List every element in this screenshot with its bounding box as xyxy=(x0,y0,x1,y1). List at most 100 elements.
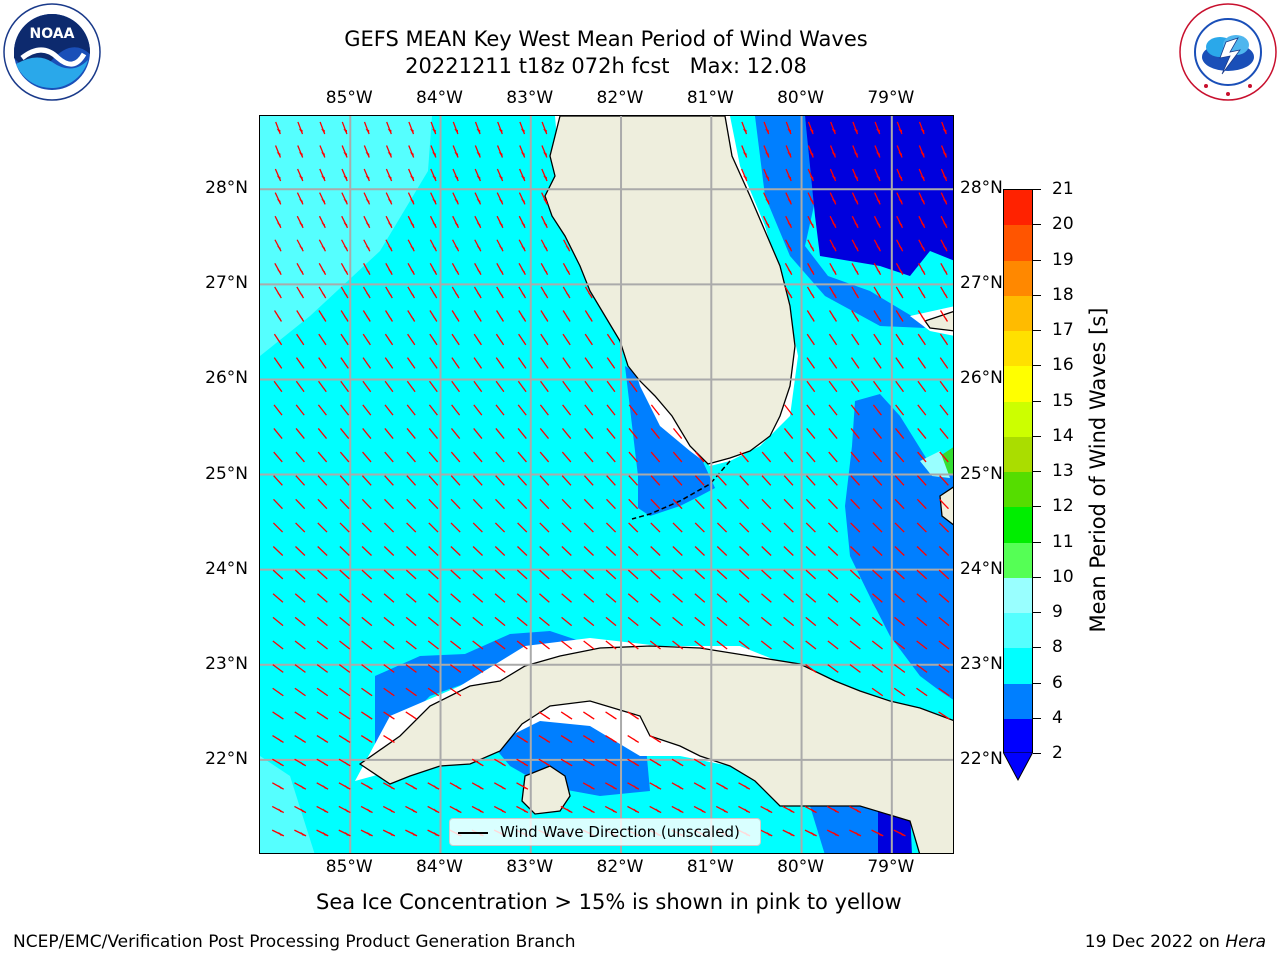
wind-wave-arrow xyxy=(649,640,661,650)
wind-wave-arrow xyxy=(274,239,282,252)
wind-wave-arrow xyxy=(449,782,462,790)
colorbar-swatch xyxy=(1004,542,1032,578)
wind-wave-arrow xyxy=(495,475,505,486)
nws-logo xyxy=(1178,2,1278,102)
wind-wave-arrow xyxy=(294,711,306,720)
wind-wave-arrow xyxy=(362,380,372,393)
wind-wave-arrow xyxy=(339,475,350,486)
wind-wave-arrow xyxy=(893,687,906,697)
wind-wave-arrow xyxy=(406,522,417,533)
wind-wave-arrow xyxy=(295,498,306,510)
wind-wave-arrow xyxy=(738,569,750,580)
wind-wave-arrow xyxy=(939,498,949,510)
colorbar-level-label: 12 xyxy=(1052,496,1074,517)
wind-wave-arrow xyxy=(539,593,550,603)
wind-wave-arrow xyxy=(738,782,751,790)
wind-wave-arrow xyxy=(338,734,351,744)
noaa-logo: NOAA xyxy=(2,2,102,102)
wind-wave-arrow xyxy=(294,664,306,673)
title-line-1: GEFS MEAN Key West Mean Period of Wind W… xyxy=(344,27,868,51)
wind-wave-arrow xyxy=(805,593,817,603)
wind-wave-arrow xyxy=(452,215,460,229)
wind-wave-arrow xyxy=(408,121,415,135)
wind-wave-arrow xyxy=(940,192,948,205)
wind-wave-arrow xyxy=(429,263,438,275)
florida-keys xyxy=(631,460,731,520)
wind-wave-arrow xyxy=(627,593,639,603)
wind-wave-arrow xyxy=(273,498,283,510)
wind-wave-arrow xyxy=(382,805,396,814)
wind-wave-arrow xyxy=(871,640,883,650)
wind-wave-arrow xyxy=(918,215,926,229)
wind-wave-arrow xyxy=(806,451,816,463)
wind-wave-arrow xyxy=(496,239,504,252)
wind-wave-arrow xyxy=(827,569,839,580)
colorbar-swatch xyxy=(1004,683,1032,719)
wind-wave-arrow xyxy=(452,145,459,158)
wind-wave-arrow xyxy=(784,404,794,416)
wind-wave-arrow xyxy=(649,758,662,767)
wind-wave-arrow xyxy=(763,192,770,205)
wind-wave-arrow xyxy=(495,333,505,346)
wind-wave-arrow xyxy=(428,522,439,533)
wind-wave-arrow xyxy=(274,168,282,182)
wind-wave-arrow xyxy=(362,357,372,369)
wind-wave-arrow xyxy=(472,569,484,580)
wind-wave-arrow xyxy=(405,829,418,837)
wind-wave-arrow xyxy=(318,239,327,252)
wind-wave-arrow xyxy=(605,593,617,603)
wind-wave-arrow xyxy=(628,475,639,486)
wind-wave-arrow xyxy=(519,168,526,182)
wind-wave-arrow xyxy=(827,640,839,650)
wind-wave-arrow xyxy=(407,310,416,322)
wind-wave-arrow xyxy=(274,192,282,205)
wind-wave-arrow xyxy=(518,263,526,275)
wind-wave-arrow xyxy=(716,782,728,790)
colorbar-level-label: 17 xyxy=(1052,320,1074,340)
wind-wave-arrow xyxy=(361,475,372,486)
wind-wave-arrow xyxy=(318,380,327,393)
wind-wave-arrow xyxy=(429,239,438,252)
wind-wave-arrow xyxy=(606,357,616,369)
wind-wave-arrow xyxy=(872,404,882,416)
wind-wave-arrow xyxy=(760,616,772,627)
wind-wave-arrow xyxy=(894,475,905,486)
lon-tick-bottom: 80°W xyxy=(777,857,825,877)
wind-wave-arrow xyxy=(450,616,462,627)
lon-tick-bottom: 85°W xyxy=(325,857,373,877)
wind-wave-arrow xyxy=(918,263,926,275)
wind-wave-arrow xyxy=(450,522,461,533)
wind-wave-arrow xyxy=(316,687,329,697)
wind-wave-arrow xyxy=(893,664,906,673)
wind-wave-arrow xyxy=(474,168,481,182)
wind-wave-arrow xyxy=(874,145,881,158)
wind-wave-arrow xyxy=(871,829,884,837)
lat-tick-right: 27°N xyxy=(960,273,1003,294)
wind-wave-arrow xyxy=(495,357,505,369)
wind-wave-arrow xyxy=(517,451,527,463)
wind-wave-arrow xyxy=(273,451,283,463)
wind-wave-arrow xyxy=(474,239,482,252)
wind-wave-arrow xyxy=(297,145,304,158)
wind-wave-arrow xyxy=(449,664,462,673)
wind-wave-arrow xyxy=(385,192,393,205)
wind-wave-arrow xyxy=(561,640,573,650)
wind-wave-arrow xyxy=(560,758,573,767)
wind-wave-arrow xyxy=(827,593,839,603)
wind-wave-arrow xyxy=(584,333,593,346)
wind-wave-arrow xyxy=(494,782,506,790)
wind-wave-arrow xyxy=(383,734,395,744)
wind-wave-arrow xyxy=(497,121,503,135)
wind-wave-arrow xyxy=(318,357,327,369)
colorbar-level-label: 16 xyxy=(1052,355,1074,376)
wind-wave-arrow xyxy=(295,522,306,533)
period-under-2-region-ne xyxy=(805,116,953,276)
wind-wave-arrow xyxy=(517,380,527,393)
wind-wave-arrow xyxy=(362,333,371,346)
wind-wave-arrow xyxy=(739,498,750,510)
wind-wave-arrow xyxy=(272,616,284,627)
wind-wave-arrow xyxy=(872,428,883,439)
wind-wave-arrow xyxy=(738,640,750,650)
lon-tick-top: 82°W xyxy=(596,88,644,108)
wind-wave-arrow xyxy=(272,546,284,556)
